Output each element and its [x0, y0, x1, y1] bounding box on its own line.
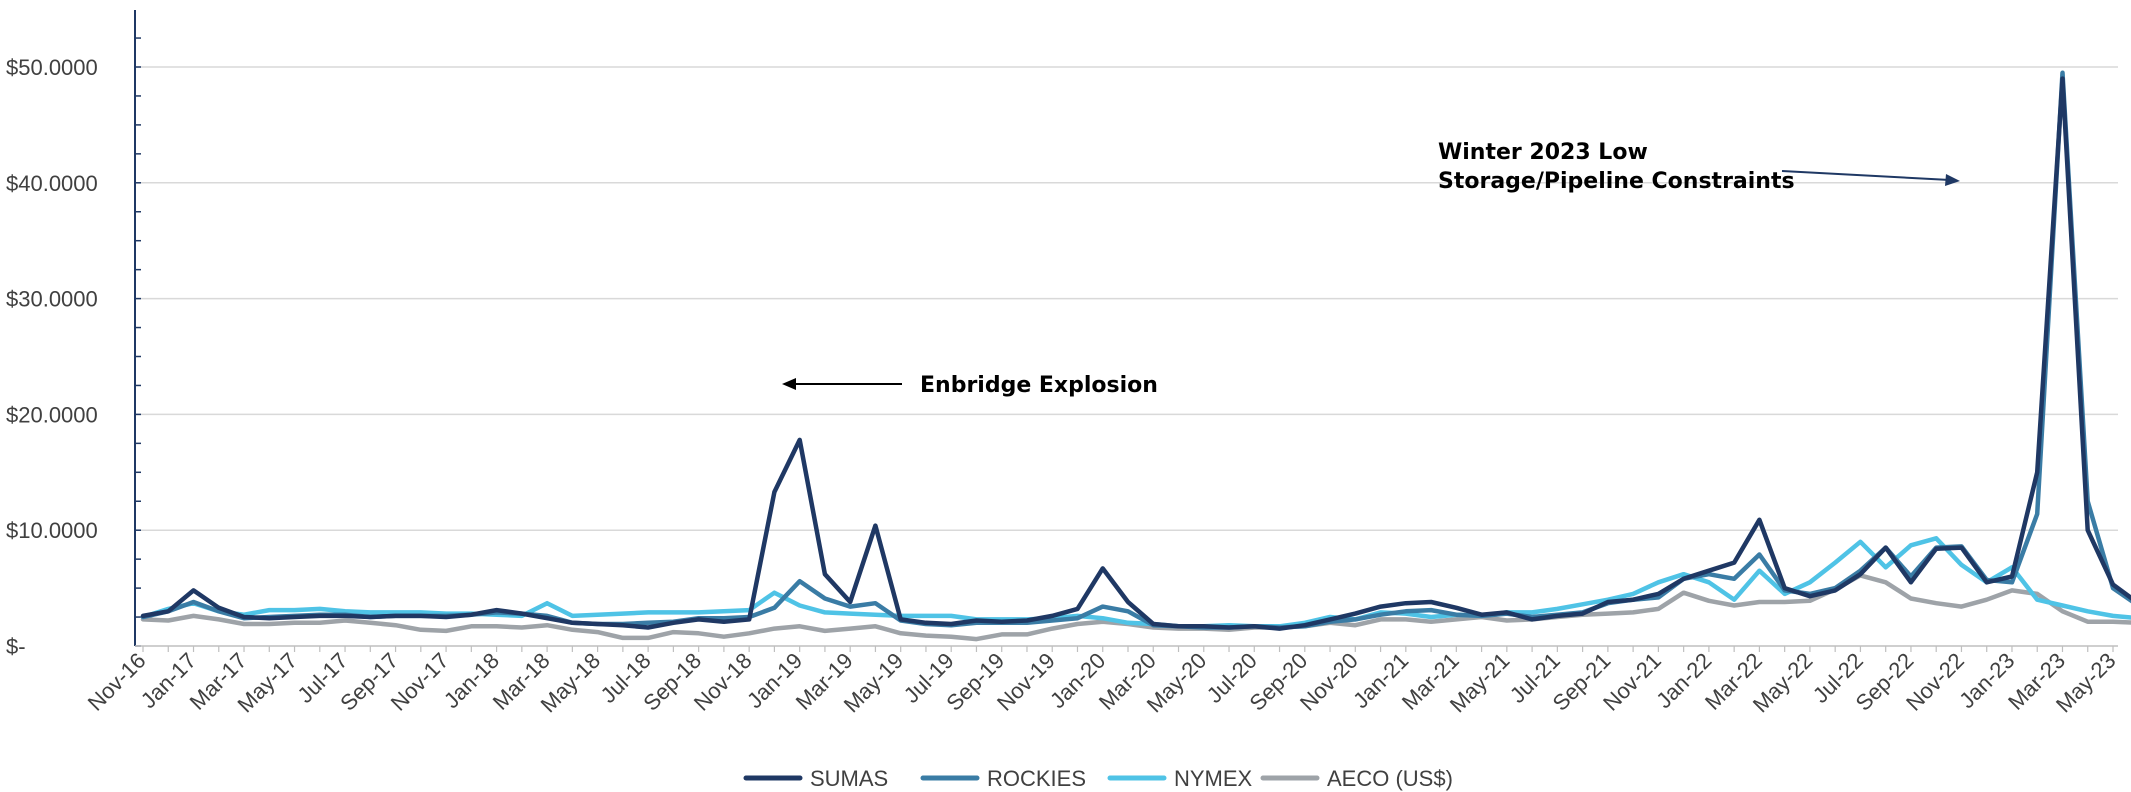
series-line-nymex	[140, 536, 2131, 629]
y-tick-label: $50.0000	[6, 55, 98, 80]
y-tick-label: $-	[6, 634, 26, 659]
x-tick-label: Nov-16	[83, 648, 151, 716]
annotation-arrow-winter	[1781, 170, 1951, 181]
y-tick-label: $40.0000	[6, 171, 98, 196]
annotation-enbridge: Enbridge Explosion	[782, 373, 1158, 398]
annotation-winter-line2: Storage/Pipeline Constraints	[1438, 169, 1795, 194]
y-axis: $- $10.0000 $20.0000 $30.0000 $40.0000 $50.00…	[6, 10, 141, 659]
y-tick-label: $20.0000	[6, 402, 98, 427]
series-line-sumas	[140, 76, 2131, 631]
arrowhead-winter	[1945, 174, 1960, 186]
y-tick-label: $30.0000	[6, 287, 98, 312]
gridlines	[135, 66, 2118, 531]
annotation-winter-2023: Winter 2023 Low Storage/Pipeline Constra…	[1438, 140, 1960, 194]
legend-label: ROCKIES	[987, 766, 1086, 791]
series-lines	[140, 70, 2131, 642]
series-line-rockies	[140, 70, 2131, 630]
x-tick-label: Nov-22	[1901, 648, 1969, 716]
x-tick-label: Nov-20	[1295, 648, 1363, 716]
x-tick-label: Nov-21	[1598, 648, 1666, 716]
x-tick-label: Nov-18	[689, 648, 757, 716]
x-axis: Nov-16Jan-17Mar-17May-17Jul-17Sep-17Nov-…	[83, 645, 2121, 717]
y-tick-label: $10.0000	[6, 518, 98, 543]
x-tick-label: Nov-17	[386, 648, 454, 716]
legend: SUMAS ROCKIES NYMEX AECO (US$)	[743, 766, 1453, 791]
arrowhead-enbridge	[782, 378, 796, 390]
annotation-enbridge-text: Enbridge Explosion	[920, 373, 1158, 398]
legend-label: SUMAS	[810, 766, 888, 791]
legend-label: NYMEX	[1174, 766, 1253, 791]
annotation-winter-line1: Winter 2023 Low	[1438, 140, 1648, 165]
legend-label: AECO (US$)	[1327, 766, 1453, 791]
x-tick-label: Nov-19	[992, 648, 1060, 716]
